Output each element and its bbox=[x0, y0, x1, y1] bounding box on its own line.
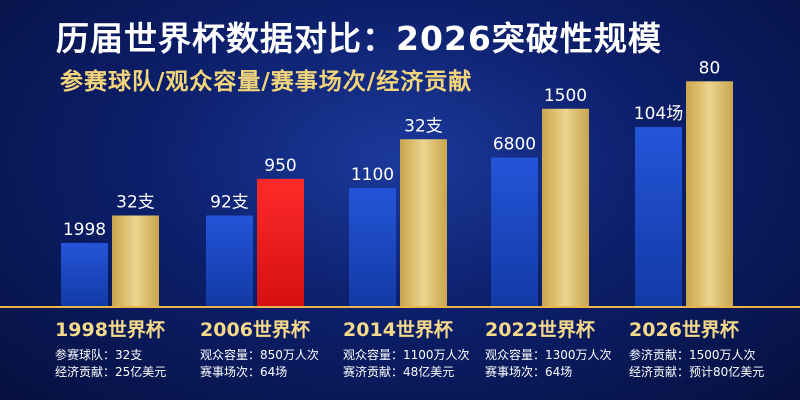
category-detail: 经济贡献：25亿美元 bbox=[55, 364, 166, 379]
category-detail: 经济贡献：预计80亿美元 bbox=[629, 364, 764, 379]
page-subtitle: 参赛球队/观众容量/赛事场次/经济贡献 bbox=[60, 69, 473, 95]
category-detail: 观众容量：850万人次 bbox=[200, 347, 319, 362]
bar-2-1 bbox=[206, 215, 253, 307]
bar-value-label: 6800 bbox=[493, 135, 536, 155]
bar-value-label: 32支 bbox=[404, 116, 443, 136]
category-detail: 观众容量：1100万人次 bbox=[343, 347, 470, 362]
page-title: 历届世界杯数据对比：2026突破性规模 bbox=[56, 19, 662, 58]
bar-value-label: 950 bbox=[264, 156, 296, 176]
category-detail: 赛事场次：64场 bbox=[200, 364, 287, 379]
category-detail: 参赛球队：32支 bbox=[55, 347, 142, 362]
bar-value-label: 1500 bbox=[544, 86, 587, 106]
bar-4-1 bbox=[491, 157, 538, 307]
bar-3-2 bbox=[400, 139, 447, 307]
bar-1-1 bbox=[61, 242, 108, 307]
category-detail: 赛济贡献：48亿美元 bbox=[343, 364, 454, 379]
bar-value-label: 32支 bbox=[116, 193, 155, 213]
category-detail: 参济贡献：1500万人次 bbox=[629, 347, 756, 362]
category-label: 2022世界杯 bbox=[485, 318, 595, 341]
category-label: 2006世界杯 bbox=[200, 318, 310, 341]
category-label: 2014世界杯 bbox=[343, 318, 453, 341]
bar-5-1 bbox=[635, 127, 682, 307]
bar-value-label: 1100 bbox=[351, 165, 394, 185]
bar-value-label: 80 bbox=[699, 58, 721, 78]
bar-4-2 bbox=[542, 108, 589, 307]
category-label: 2026世界杯 bbox=[629, 318, 739, 341]
bar-1-2 bbox=[112, 215, 159, 307]
category-label: 1998世界杯 bbox=[55, 318, 165, 341]
bar-2-2 bbox=[257, 178, 304, 307]
bar-value-label: 92支 bbox=[210, 193, 249, 213]
bar-5-2 bbox=[686, 81, 733, 307]
category-detail: 赛事场次：64场 bbox=[485, 364, 572, 379]
category-detail: 观众容量：1300万人次 bbox=[485, 347, 612, 362]
bar-value-label: 104场 bbox=[634, 104, 683, 124]
bar-3-1 bbox=[349, 188, 396, 307]
bar-value-label: 1998 bbox=[63, 220, 106, 240]
